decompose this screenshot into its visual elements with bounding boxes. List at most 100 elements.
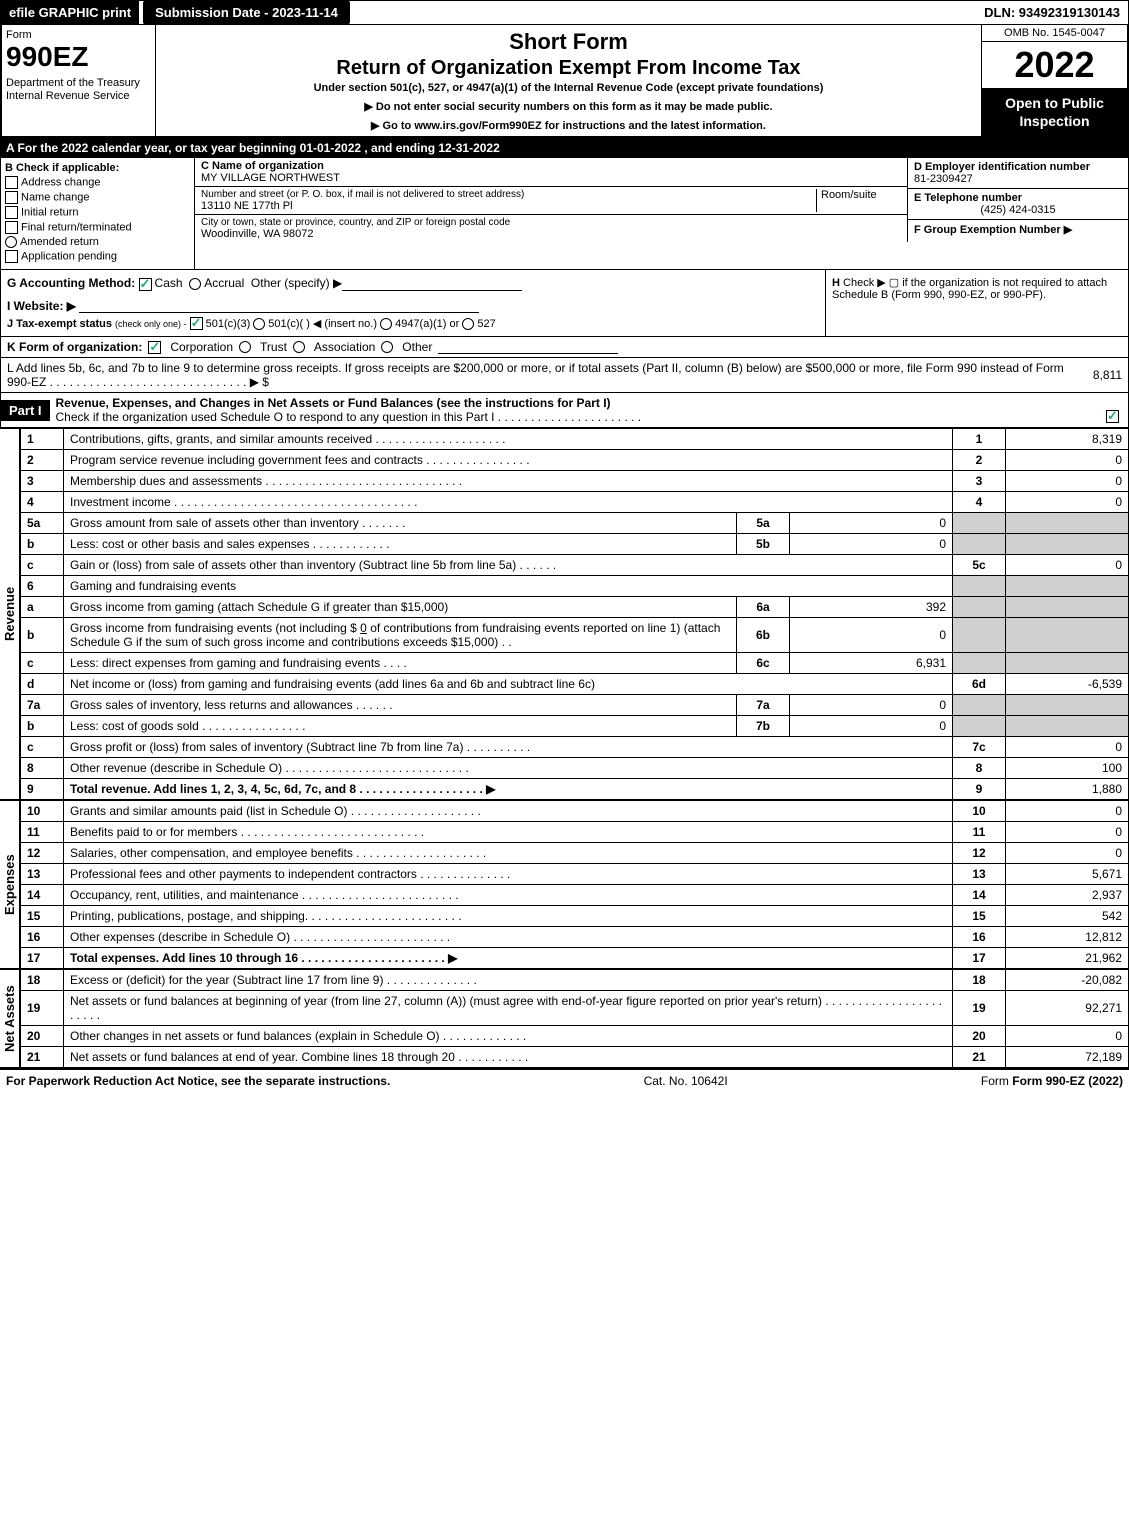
k-label: K Form of organization: bbox=[7, 340, 142, 354]
line-13: 13Professional fees and other payments t… bbox=[21, 864, 1129, 885]
line-14: 14Occupancy, rent, utilities, and mainte… bbox=[21, 885, 1129, 906]
line-21: 21Net assets or fund balances at end of … bbox=[21, 1047, 1129, 1068]
part1-title: Revenue, Expenses, and Changes in Net As… bbox=[56, 396, 611, 410]
note-ssn: ▶ Do not enter social security numbers o… bbox=[160, 100, 977, 113]
cb-schedule-o[interactable] bbox=[1106, 410, 1119, 423]
d-ein-label: D Employer identification number bbox=[914, 161, 1122, 173]
cb-501c[interactable] bbox=[253, 318, 265, 330]
cb-4947[interactable] bbox=[380, 318, 392, 330]
footer-center: Cat. No. 10642I bbox=[644, 1074, 728, 1088]
tax-year: 2022 bbox=[982, 42, 1127, 88]
l-text: L Add lines 5b, 6c, and 7b to line 9 to … bbox=[7, 361, 1087, 389]
netassets-section: Net Assets 18Excess or (deficit) for the… bbox=[0, 969, 1129, 1068]
line-16: 16Other expenses (describe in Schedule O… bbox=[21, 927, 1129, 948]
section-c: C Name of organization MY VILLAGE NORTHW… bbox=[195, 158, 1128, 269]
footer-right: Form Form 990-EZ (2022) bbox=[981, 1074, 1123, 1088]
submission-date: Submission Date - 2023-11-14 bbox=[143, 1, 350, 24]
line-2: 2Program service revenue including gover… bbox=[21, 450, 1129, 471]
room-suite-label: Room/suite bbox=[816, 189, 901, 212]
department: Department of the Treasury Internal Reve… bbox=[6, 77, 151, 103]
section-h: H Check ▶ ▢ if the organization is not r… bbox=[825, 270, 1128, 336]
cb-trust[interactable] bbox=[239, 341, 251, 353]
cb-address-change[interactable]: Address change bbox=[5, 176, 190, 189]
line-5c: cGain or (loss) from sale of assets othe… bbox=[21, 555, 1129, 576]
line-5a: 5aGross amount from sale of assets other… bbox=[21, 513, 1129, 534]
line-5b: bLess: cost or other basis and sales exp… bbox=[21, 534, 1129, 555]
expenses-table: 10Grants and similar amounts paid (list … bbox=[20, 800, 1129, 969]
line-15: 15Printing, publications, postage, and s… bbox=[21, 906, 1129, 927]
line-4: 4Investment income . . . . . . . . . . .… bbox=[21, 492, 1129, 513]
line-7a: 7aGross sales of inventory, less returns… bbox=[21, 695, 1129, 716]
line-3: 3Membership dues and assessments . . . .… bbox=[21, 471, 1129, 492]
open-to-public: Open to Public Inspection bbox=[982, 88, 1127, 136]
part1-badge: Part I bbox=[1, 400, 50, 421]
efile-label[interactable]: efile GRAPHIC print bbox=[1, 1, 139, 24]
subtitle: Under section 501(c), 527, or 4947(a)(1)… bbox=[160, 82, 977, 94]
netassets-table: 18Excess or (deficit) for the year (Subt… bbox=[20, 969, 1129, 1068]
e-phone-label: E Telephone number bbox=[914, 192, 1122, 204]
g-label: G Accounting Method: bbox=[7, 276, 135, 290]
netassets-side-label: Net Assets bbox=[0, 969, 20, 1068]
form-number: 990EZ bbox=[6, 41, 151, 73]
footer-left: For Paperwork Reduction Act Notice, see … bbox=[6, 1074, 390, 1088]
cb-application-pending[interactable]: Application pending bbox=[5, 250, 190, 263]
cb-other-org[interactable] bbox=[381, 341, 393, 353]
section-b: B Check if applicable: Address change Na… bbox=[1, 158, 195, 269]
part1-subtitle: Check if the organization used Schedule … bbox=[56, 410, 642, 424]
c-name-label: C Name of organization bbox=[201, 160, 324, 172]
line-12: 12Salaries, other compensation, and empl… bbox=[21, 843, 1129, 864]
cb-association[interactable] bbox=[293, 341, 305, 353]
section-g: G Accounting Method: Cash Accrual Other … bbox=[1, 270, 825, 336]
info-box: B Check if applicable: Address change Na… bbox=[0, 158, 1129, 270]
phone-value: (425) 424-0315 bbox=[914, 204, 1122, 216]
cb-527[interactable] bbox=[462, 318, 474, 330]
cb-final-return[interactable]: Final return/terminated bbox=[5, 221, 190, 234]
line-10: 10Grants and similar amounts paid (list … bbox=[21, 801, 1129, 822]
cb-name-change[interactable]: Name change bbox=[5, 191, 190, 204]
part1-header-row: Part I Revenue, Expenses, and Changes in… bbox=[0, 393, 1129, 428]
section-b-header: B Check if applicable: bbox=[5, 162, 190, 174]
cb-initial-return[interactable]: Initial return bbox=[5, 206, 190, 219]
h-text: Check ▶ ▢ if the organization is not req… bbox=[832, 277, 1107, 301]
omb-number: OMB No. 1545-0047 bbox=[982, 25, 1127, 42]
note-link: ▶ Go to www.irs.gov/Form990EZ for instru… bbox=[160, 119, 977, 132]
form-label: Form bbox=[6, 29, 151, 41]
header-left: Form 990EZ Department of the Treasury In… bbox=[2, 25, 156, 136]
line-18: 18Excess or (deficit) for the year (Subt… bbox=[21, 970, 1129, 991]
line-17: 17Total expenses. Add lines 10 through 1… bbox=[21, 948, 1129, 969]
dln: DLN: 93492319130143 bbox=[976, 1, 1128, 24]
header-right: OMB No. 1545-0047 2022 Open to Public In… bbox=[981, 25, 1127, 136]
j-label: J Tax-exempt status bbox=[7, 318, 112, 330]
top-bar: efile GRAPHIC print Submission Date - 20… bbox=[0, 0, 1129, 25]
line-7c: cGross profit or (loss) from sales of in… bbox=[21, 737, 1129, 758]
line-19: 19Net assets or fund balances at beginni… bbox=[21, 991, 1129, 1026]
cb-accrual[interactable] bbox=[189, 278, 201, 290]
cb-corporation[interactable] bbox=[148, 341, 161, 354]
i-website-label: I Website: ▶ bbox=[7, 299, 76, 313]
line-9: 9Total revenue. Add lines 1, 2, 3, 4, 5c… bbox=[21, 779, 1129, 800]
line-20: 20Other changes in net assets or fund ba… bbox=[21, 1026, 1129, 1047]
c-city-label: City or town, state or province, country… bbox=[201, 217, 901, 228]
website-input[interactable] bbox=[79, 300, 479, 313]
ein-value: 81-2309427 bbox=[914, 173, 1122, 185]
line-6a: aGross income from gaming (attach Schedu… bbox=[21, 597, 1129, 618]
cb-amended-return[interactable]: Amended return bbox=[5, 236, 190, 248]
section-a-tax-year: A For the 2022 calendar year, or tax yea… bbox=[0, 138, 1129, 158]
irs-link[interactable]: ▶ Go to www.irs.gov/Form990EZ for instru… bbox=[371, 120, 766, 132]
title-short-form: Short Form bbox=[160, 29, 977, 55]
line-6c: cLess: direct expenses from gaming and f… bbox=[21, 653, 1129, 674]
title-return: Return of Organization Exempt From Incom… bbox=[160, 57, 977, 80]
c-addr-label: Number and street (or P. O. box, if mail… bbox=[201, 189, 816, 200]
expenses-side-label: Expenses bbox=[0, 800, 20, 969]
section-gh: G Accounting Method: Cash Accrual Other … bbox=[0, 270, 1129, 337]
line-11: 11Benefits paid to or for members . . . … bbox=[21, 822, 1129, 843]
f-group-label: F Group Exemption Number ▶ bbox=[914, 223, 1122, 236]
other-org-input[interactable] bbox=[438, 341, 618, 354]
section-def: D Employer identification number 81-2309… bbox=[907, 158, 1128, 242]
other-specify-input[interactable] bbox=[342, 278, 522, 291]
line-6d: dNet income or (loss) from gaming and fu… bbox=[21, 674, 1129, 695]
cb-501c3[interactable] bbox=[190, 317, 203, 330]
line-6: 6Gaming and fundraising events bbox=[21, 576, 1129, 597]
cb-cash[interactable] bbox=[139, 278, 152, 291]
org-address: 13110 NE 177th Pl bbox=[201, 200, 816, 212]
